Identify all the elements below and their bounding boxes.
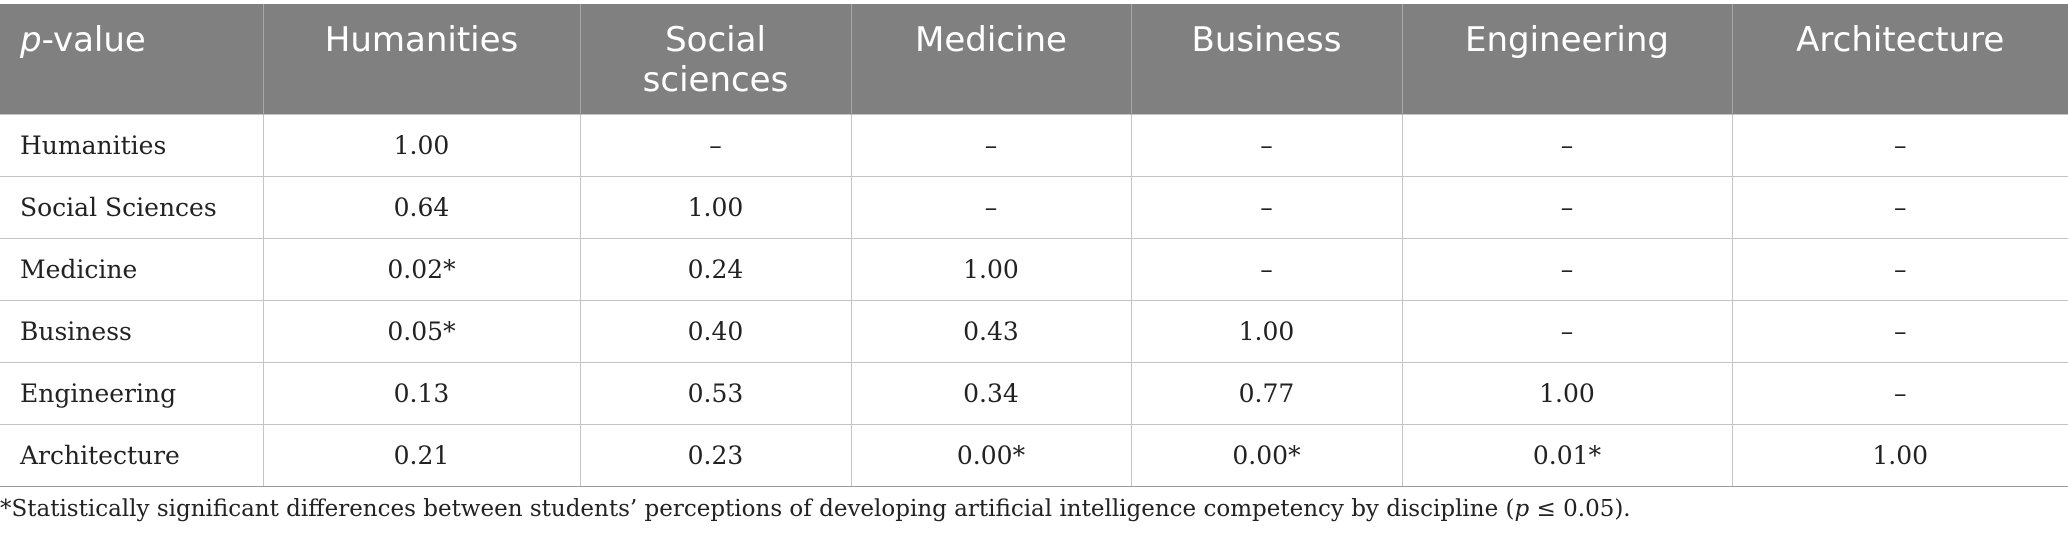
- header-social-sciences: Social sciences: [579, 4, 851, 114]
- table-cell: 0.64: [262, 175, 581, 239]
- header-corner-rest: -value: [41, 20, 146, 60]
- table-row-architecture: Architecture 0.21 0.23 0.00* 0.00* 0.01*…: [0, 423, 2068, 487]
- table-cell: 0.00*: [1130, 423, 1403, 487]
- table-cell: 1.00: [1130, 299, 1403, 363]
- table-cell: –: [850, 113, 1132, 177]
- row-label: Medicine: [0, 237, 264, 301]
- p-value-table-container: p-value Humanities Social sciences Medic…: [0, 4, 2068, 487]
- table-cell: 0.02*: [262, 237, 581, 301]
- table-row-business: Business 0.05* 0.40 0.43 1.00 – –: [0, 299, 2068, 363]
- row-label: Business: [0, 299, 264, 363]
- table-cell: –: [579, 113, 852, 177]
- table-cell: 0.05*: [262, 299, 581, 363]
- footnote-italic-p: p: [1514, 496, 1530, 522]
- table-header: p-value Humanities Social sciences Medic…: [0, 4, 2068, 114]
- header-architecture: Architecture: [1731, 4, 2068, 114]
- table-cell: 0.21: [262, 423, 581, 487]
- footnote-text-after: ≤ 0.05).: [1529, 496, 1631, 522]
- header-business: Business: [1130, 4, 1402, 114]
- table-cell: –: [1731, 237, 2068, 301]
- table-cell: 1.00: [1731, 423, 2068, 487]
- table-cell: –: [1401, 299, 1733, 363]
- table-body: Humanities 1.00 – – – – – Social Science…: [0, 113, 2068, 487]
- table-cell: 0.77: [1130, 361, 1403, 425]
- table-row-social-sciences: Social Sciences 0.64 1.00 – – – –: [0, 175, 2068, 239]
- table-row-humanities: Humanities 1.00 – – – – –: [0, 113, 2068, 177]
- header-corner-pvalue: p-value: [0, 4, 263, 114]
- table-cell: 1.00: [579, 175, 852, 239]
- table-cell: 1.00: [850, 237, 1132, 301]
- table-cell: 0.24: [579, 237, 852, 301]
- table-cell: –: [1130, 113, 1403, 177]
- header-engineering: Engineering: [1401, 4, 1732, 114]
- table-cell: 0.43: [850, 299, 1132, 363]
- table-cell: 0.34: [850, 361, 1132, 425]
- table-cell: 1.00: [1401, 361, 1733, 425]
- header-row: p-value Humanities Social sciences Medic…: [0, 4, 2068, 114]
- table-cell: –: [850, 175, 1132, 239]
- table-cell: 0.01*: [1401, 423, 1733, 487]
- header-medicine: Medicine: [850, 4, 1131, 114]
- p-value-table: p-value Humanities Social sciences Medic…: [0, 4, 2068, 487]
- table-cell: 0.13: [262, 361, 581, 425]
- row-label: Architecture: [0, 423, 264, 487]
- table-cell: –: [1130, 175, 1403, 239]
- table-cell: 0.40: [579, 299, 852, 363]
- table-cell: –: [1401, 113, 1733, 177]
- table-cell: –: [1130, 237, 1403, 301]
- table-cell: –: [1401, 175, 1733, 239]
- table-cell: 0.00*: [850, 423, 1132, 487]
- row-label: Engineering: [0, 361, 264, 425]
- footnote-text-before: *Statistically significant differences b…: [0, 496, 1515, 522]
- header-humanities: Humanities: [262, 4, 580, 114]
- table-cell: –: [1401, 237, 1733, 301]
- table-row-medicine: Medicine 0.02* 0.24 1.00 – – –: [0, 237, 2068, 301]
- row-label: Social Sciences: [0, 175, 264, 239]
- table-cell: 0.53: [579, 361, 852, 425]
- table-cell: –: [1731, 113, 2068, 177]
- table-footnote: *Statistically significant differences b…: [0, 496, 1631, 522]
- header-corner-italic-p: p: [20, 20, 42, 60]
- row-label: Humanities: [0, 113, 264, 177]
- table-row-engineering: Engineering 0.13 0.53 0.34 0.77 1.00 –: [0, 361, 2068, 425]
- table-cell: 0.23: [579, 423, 852, 487]
- table-cell: –: [1731, 361, 2068, 425]
- table-cell: 1.00: [262, 113, 581, 177]
- table-cell: –: [1731, 175, 2068, 239]
- table-cell: –: [1731, 299, 2068, 363]
